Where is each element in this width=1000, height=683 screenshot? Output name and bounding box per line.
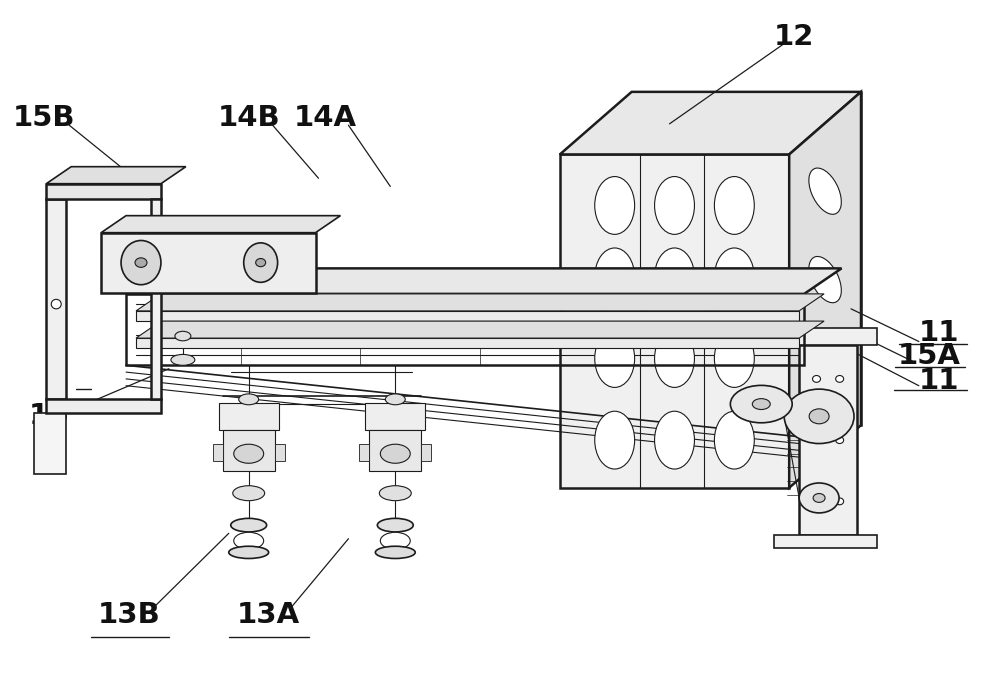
Text: 14B: 14B bbox=[217, 104, 280, 133]
Polygon shape bbox=[560, 154, 789, 488]
Ellipse shape bbox=[375, 546, 415, 559]
Polygon shape bbox=[126, 268, 842, 294]
Ellipse shape bbox=[714, 330, 754, 387]
Bar bbox=[369, 430, 421, 471]
Ellipse shape bbox=[595, 248, 635, 306]
Ellipse shape bbox=[813, 494, 825, 503]
Ellipse shape bbox=[752, 399, 770, 410]
Ellipse shape bbox=[234, 532, 264, 549]
Ellipse shape bbox=[231, 518, 267, 532]
Ellipse shape bbox=[135, 258, 147, 267]
Ellipse shape bbox=[809, 352, 841, 398]
Ellipse shape bbox=[380, 532, 410, 549]
Ellipse shape bbox=[229, 546, 269, 559]
Ellipse shape bbox=[813, 498, 821, 505]
Ellipse shape bbox=[380, 444, 410, 463]
Polygon shape bbox=[34, 413, 66, 474]
Ellipse shape bbox=[714, 248, 754, 306]
Ellipse shape bbox=[379, 486, 411, 501]
Polygon shape bbox=[151, 199, 161, 400]
Ellipse shape bbox=[655, 411, 694, 469]
Bar bbox=[223, 430, 275, 471]
Polygon shape bbox=[101, 233, 316, 292]
Text: 13B: 13B bbox=[98, 601, 160, 629]
Polygon shape bbox=[46, 199, 66, 400]
Bar bbox=[421, 444, 431, 460]
Polygon shape bbox=[774, 328, 877, 345]
Ellipse shape bbox=[51, 299, 61, 309]
Ellipse shape bbox=[244, 243, 278, 282]
Polygon shape bbox=[46, 400, 161, 413]
Bar bbox=[365, 403, 425, 430]
Ellipse shape bbox=[233, 486, 265, 501]
Ellipse shape bbox=[595, 330, 635, 387]
Polygon shape bbox=[136, 321, 824, 338]
Bar bbox=[359, 444, 369, 460]
Bar bbox=[275, 444, 285, 460]
Ellipse shape bbox=[377, 518, 413, 532]
Ellipse shape bbox=[256, 258, 266, 266]
Ellipse shape bbox=[809, 168, 841, 214]
Ellipse shape bbox=[655, 330, 694, 387]
Polygon shape bbox=[46, 184, 161, 199]
Text: 11: 11 bbox=[919, 320, 959, 348]
Polygon shape bbox=[632, 92, 861, 425]
Text: 11: 11 bbox=[919, 367, 959, 395]
Ellipse shape bbox=[171, 354, 195, 365]
Ellipse shape bbox=[239, 394, 259, 405]
Bar bbox=[219, 403, 279, 430]
Ellipse shape bbox=[809, 257, 841, 303]
Ellipse shape bbox=[836, 376, 844, 382]
Polygon shape bbox=[774, 535, 877, 548]
Polygon shape bbox=[136, 338, 799, 348]
Text: 15A: 15A bbox=[897, 342, 960, 370]
Ellipse shape bbox=[714, 411, 754, 469]
Ellipse shape bbox=[234, 444, 264, 463]
Polygon shape bbox=[560, 92, 861, 154]
Polygon shape bbox=[799, 345, 857, 535]
Ellipse shape bbox=[836, 436, 844, 443]
Text: 15B: 15B bbox=[13, 104, 76, 133]
Polygon shape bbox=[789, 92, 861, 488]
Polygon shape bbox=[46, 167, 186, 184]
Ellipse shape bbox=[799, 483, 839, 513]
Polygon shape bbox=[101, 216, 340, 233]
Polygon shape bbox=[136, 311, 799, 321]
Text: 13A: 13A bbox=[237, 601, 300, 629]
Ellipse shape bbox=[121, 240, 161, 285]
Ellipse shape bbox=[813, 436, 821, 443]
Ellipse shape bbox=[655, 248, 694, 306]
Ellipse shape bbox=[784, 389, 854, 443]
Text: 14A: 14A bbox=[294, 104, 357, 133]
Ellipse shape bbox=[175, 331, 191, 341]
Ellipse shape bbox=[655, 176, 694, 234]
Ellipse shape bbox=[595, 176, 635, 234]
Ellipse shape bbox=[595, 411, 635, 469]
Text: 12: 12 bbox=[774, 23, 814, 51]
Ellipse shape bbox=[714, 176, 754, 234]
Polygon shape bbox=[136, 294, 824, 311]
Text: 16: 16 bbox=[29, 402, 70, 430]
Ellipse shape bbox=[813, 376, 821, 382]
Bar bbox=[213, 444, 223, 460]
Ellipse shape bbox=[385, 394, 405, 405]
Ellipse shape bbox=[809, 409, 829, 424]
Ellipse shape bbox=[730, 385, 792, 423]
Ellipse shape bbox=[836, 498, 844, 505]
